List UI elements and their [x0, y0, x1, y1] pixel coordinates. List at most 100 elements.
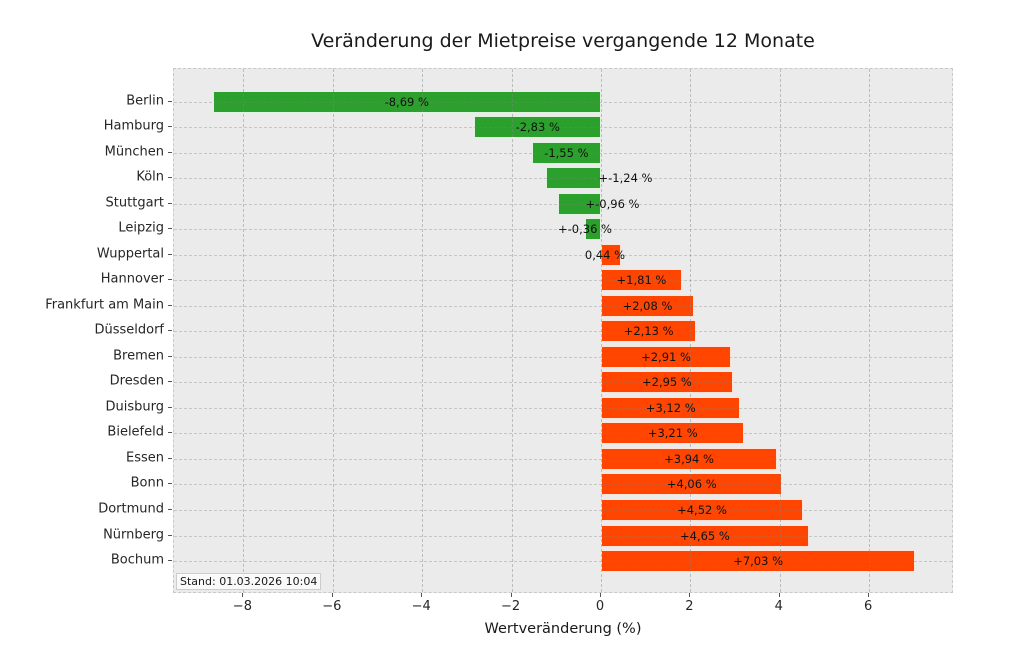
gridline [690, 69, 692, 592]
bar-köln [545, 167, 601, 190]
gridline [174, 433, 952, 435]
x-tick-label: −8 [232, 599, 252, 614]
bar-leipzig [584, 218, 601, 241]
category-label: Berlin [126, 93, 164, 108]
bar-value-label: +3,21 % [647, 426, 698, 441]
x-tick-label: 0 [595, 599, 605, 614]
bar-berlin [212, 90, 601, 113]
gridline [174, 254, 952, 256]
x-tick-mark [510, 593, 512, 597]
x-axis-label: Wertveränderung (%) [484, 621, 642, 637]
gridline [174, 203, 952, 205]
bar-düsseldorf [601, 320, 697, 343]
category-label: Köln [136, 169, 164, 185]
x-tick-label: 6 [864, 599, 873, 614]
bar-bonn [601, 473, 783, 496]
x-tick-label: −4 [411, 599, 431, 614]
bar-value-label: -8,69 % [384, 94, 429, 109]
gridline [174, 484, 952, 486]
x-tick-mark [689, 593, 691, 597]
x-tick-label: 4 [774, 599, 783, 614]
gridline [174, 152, 952, 154]
x-tick-label: 2 [685, 599, 694, 614]
gridline [174, 458, 952, 460]
bar-stuttgart [558, 192, 601, 215]
category-label: Nürnberg [103, 527, 164, 542]
bar-duisburg [601, 396, 741, 419]
category-label: Wuppertal [96, 246, 164, 262]
y-tick-mark [168, 177, 172, 179]
x-tick-label: −6 [322, 599, 342, 614]
bar-value-label: +2,08 % [622, 298, 673, 313]
category-label: Hamburg [103, 118, 164, 134]
y-tick-mark [168, 202, 172, 204]
gridline [174, 382, 952, 384]
gridline [174, 127, 952, 129]
bar-value-label: +3,12 % [645, 400, 696, 415]
gridline [174, 178, 952, 180]
category-label: Essen [126, 450, 164, 466]
gridline [174, 101, 952, 103]
gridline [174, 280, 952, 282]
bar-value-label: +2,95 % [642, 375, 692, 390]
y-tick-mark [168, 151, 172, 153]
x-tick-mark [421, 593, 423, 597]
gridline [243, 69, 245, 592]
x-tick-label: −2 [501, 599, 521, 614]
bar-wuppertal [601, 243, 621, 266]
y-tick-mark [168, 126, 172, 128]
bar-frankfurt-am-main [601, 294, 694, 317]
bar-value-label: +3,94 % [664, 451, 714, 466]
gridline [779, 69, 781, 592]
y-tick-mark [168, 279, 172, 281]
gridline [174, 561, 952, 563]
bar-value-label: +4,52 % [677, 502, 727, 517]
bar-bremen [601, 345, 732, 368]
category-label: Leipzig [118, 220, 164, 236]
gridline [511, 69, 513, 592]
y-tick-mark [168, 508, 172, 510]
gridline [174, 331, 952, 333]
bar-dresden [601, 371, 733, 394]
bar-bielefeld [601, 422, 745, 445]
bar-value-label: +1,81 % [616, 273, 667, 288]
y-tick-mark [168, 560, 172, 562]
bar-value-label: +2,13 % [623, 324, 674, 339]
bar-value-label: +-1,24 % [598, 171, 653, 186]
y-tick-mark [168, 432, 172, 434]
gridline [174, 509, 952, 511]
timestamp-annotation: Stand: 01.03.2026 10:04 [176, 573, 322, 590]
bar-value-label: +4,06 % [666, 477, 717, 492]
category-label: Duisburg [105, 399, 165, 415]
x-tick-mark [868, 593, 870, 597]
category-label: Bonn [130, 475, 164, 491]
gridline [601, 69, 602, 592]
bar-hamburg [474, 116, 601, 139]
gridline [869, 69, 871, 592]
category-label: Bielefeld [107, 424, 164, 440]
bar-value-label: +4,65 % [680, 528, 730, 543]
category-label: Frankfurt am Main [45, 297, 164, 313]
y-tick-mark [168, 381, 172, 383]
x-tick-mark [331, 593, 333, 597]
bar-hannover [601, 269, 682, 292]
category-label: Stuttgart [105, 195, 164, 211]
x-tick-mark [242, 593, 244, 597]
y-tick-mark [168, 330, 172, 332]
bar-value-label: -2,83 % [515, 120, 560, 135]
y-tick-mark [168, 304, 172, 306]
chart-title: Veränderung der Mietpreise vergangende 1… [311, 30, 815, 52]
plot-area: -8,69 % -2,83 % -1,55 % +-1,24 % +-0,96 % +-0… [173, 68, 953, 593]
category-label: Bochum [110, 552, 164, 568]
bar-value-label: +7,03 % [733, 554, 784, 569]
bar-value-label: +2,91 % [641, 349, 691, 364]
y-tick-mark [168, 534, 172, 536]
gridline [174, 305, 952, 307]
bar-value-label: +-0,96 % [585, 196, 640, 211]
category-label: München [104, 144, 164, 160]
y-tick-mark [168, 406, 172, 408]
category-label: Dortmund [98, 501, 164, 517]
category-label: Dresden [109, 373, 164, 389]
y-tick-mark [168, 355, 172, 357]
